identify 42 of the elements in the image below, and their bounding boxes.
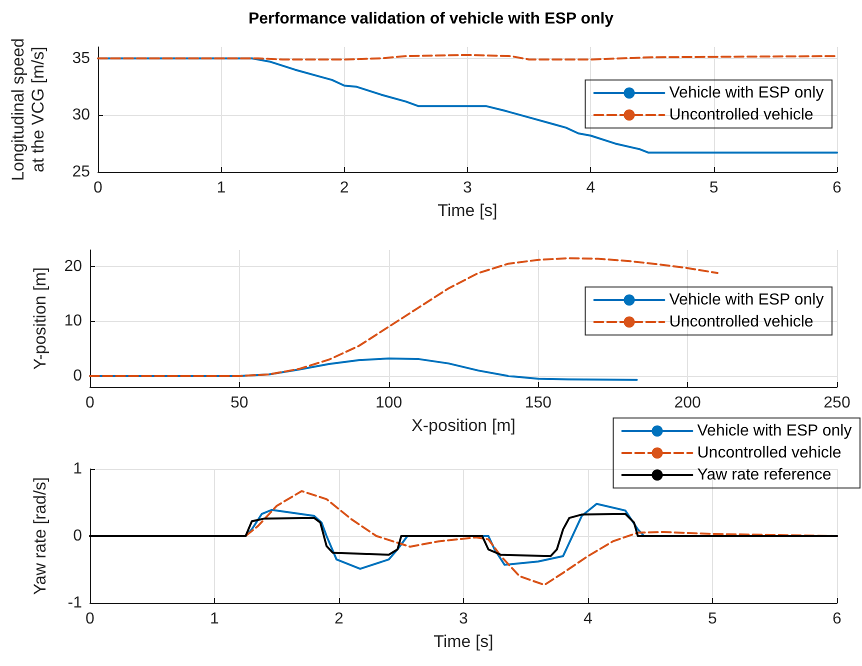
y-tick-label: 20	[64, 258, 82, 275]
x-tick-label: 5	[709, 180, 718, 196]
y-tick-label: 30	[72, 106, 90, 124]
y-tick-label: 10	[64, 312, 82, 330]
legend-label: Uncontrolled vehicle	[697, 444, 842, 462]
y-tick-label: 35	[72, 50, 90, 67]
x-tick-label: 6	[832, 180, 842, 196]
x-tick-label: 2	[340, 180, 349, 196]
x-tick-label: 50	[230, 394, 248, 412]
x-tick-label: 2	[334, 610, 344, 628]
x-tick-label: 250	[824, 394, 850, 412]
x-tick-label: 3	[463, 180, 472, 196]
legend-label: Yaw rate reference	[697, 466, 832, 484]
y-tick-label: 0	[73, 528, 82, 544]
x-tick-label: 100	[375, 394, 402, 412]
chart-title: Performance validation of vehicle with ESP only	[248, 10, 614, 28]
x-axis-title: Time [s]	[434, 632, 494, 651]
legend-label: Vehicle with ESP only	[697, 422, 852, 440]
line-series	[89, 512, 838, 558]
x-tick-label: 1	[216, 180, 226, 196]
y-axis-title: Longitudinal speed at the VCG [m/s]	[8, 38, 48, 181]
y-axis-title: Yaw rate [rad/s]	[30, 477, 50, 595]
x-tick-label: 4	[586, 180, 596, 196]
x-tick-label: 150	[524, 394, 552, 412]
y-tick-label: 25	[72, 164, 90, 180]
x-tick-label: 1	[210, 610, 220, 628]
x-tick-label: 6	[832, 610, 842, 628]
y-axis-title: Y-position [m]	[30, 267, 50, 370]
legend-label: Uncontrolled vehicle	[669, 314, 814, 330]
y-tick-label: 0	[73, 368, 82, 385]
x-axis-title: Time [s]	[438, 201, 498, 220]
x-tick-label: 4	[584, 610, 593, 628]
x-axis-title: X-position [m]	[412, 416, 516, 435]
legend-label: Vehicle with ESP only	[669, 292, 824, 308]
legend-label: Vehicle with ESP only	[669, 84, 824, 102]
y-tick-label: -1	[68, 594, 82, 612]
x-tick-label: 0	[94, 180, 103, 196]
y-tick-label: 1	[73, 460, 82, 478]
x-tick-label: 3	[459, 610, 468, 628]
x-tick-label: 200	[674, 394, 702, 412]
legend-label: Uncontrolled vehicle	[669, 106, 814, 124]
x-tick-label: 5	[708, 610, 718, 628]
